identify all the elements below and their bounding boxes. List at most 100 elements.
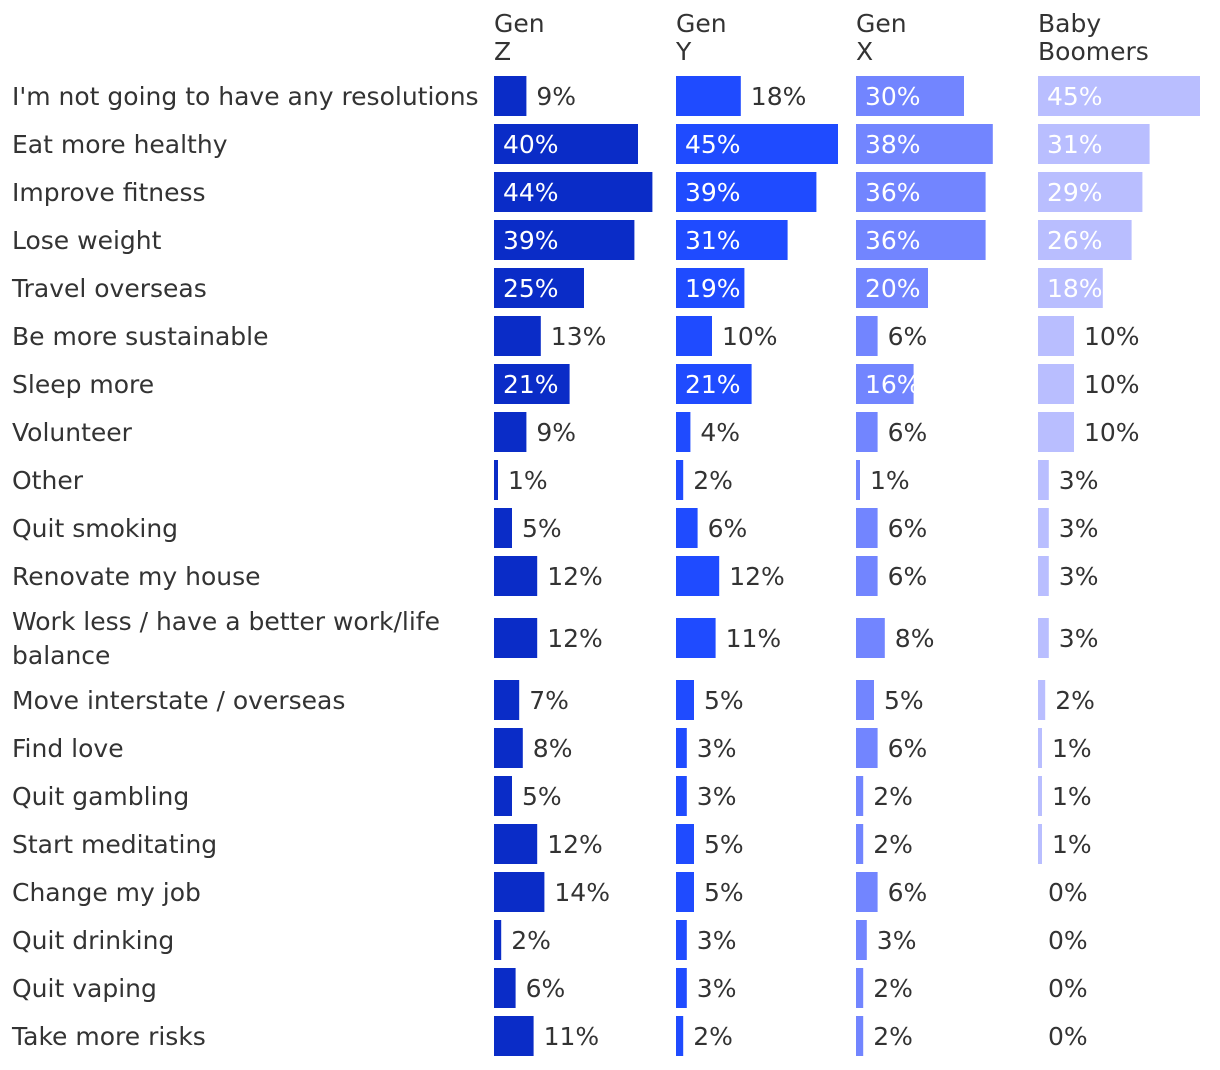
value-label-baby-boomers-3: 26%: [1047, 226, 1103, 255]
bar-gen-x-3: [856, 220, 986, 260]
bar-baby-boomers-8: [1038, 460, 1049, 500]
bar-gen-z-2: [494, 172, 653, 212]
value-label-gen-z-12: 7%: [529, 686, 569, 715]
series-header-baby-boomers: Baby Boomers: [1038, 9, 1149, 66]
bar-baby-boomers-2: [1038, 172, 1143, 212]
bar-gen-y-2: [676, 172, 817, 212]
bar-gen-x-11: [856, 618, 885, 658]
bar-gen-y-13: [676, 728, 687, 768]
bar-gen-z-7: [494, 412, 527, 452]
bar-gen-z-5: [494, 316, 541, 356]
value-label-gen-y-9: 6%: [708, 514, 748, 543]
value-label-gen-x-4: 20%: [865, 274, 921, 303]
bar-gen-x-7: [856, 412, 878, 452]
value-label-baby-boomers-11: 3%: [1059, 624, 1099, 653]
bar-gen-y-11: [676, 618, 716, 658]
value-label-gen-x-15: 2%: [873, 830, 913, 859]
bar-gen-x-12: [856, 680, 874, 720]
category-label-take-more-risks: Take more risks: [11, 1022, 206, 1051]
bar-gen-x-9: [856, 508, 878, 548]
bar-baby-boomers-15: [1038, 824, 1042, 864]
bar-gen-x-5: [856, 316, 878, 356]
value-label-gen-z-14: 5%: [522, 782, 562, 811]
bar-gen-y-1: [676, 124, 838, 164]
value-label-gen-y-7: 4%: [700, 418, 740, 447]
value-label-gen-y-19: 2%: [693, 1022, 733, 1051]
bar-baby-boomers-7: [1038, 412, 1074, 452]
category-label-change-my-job: Change my job: [12, 878, 201, 907]
value-label-gen-x-0: 30%: [865, 82, 921, 111]
value-label-gen-z-10: 12%: [547, 562, 603, 591]
bar-gen-x-6: [856, 364, 914, 404]
value-label-gen-x-10: 6%: [888, 562, 928, 591]
value-label-baby-boomers-17: 0%: [1048, 926, 1088, 955]
value-label-baby-boomers-0: 45%: [1047, 82, 1103, 111]
value-label-gen-z-17: 2%: [511, 926, 551, 955]
value-label-baby-boomers-12: 2%: [1055, 686, 1095, 715]
bar-gen-z-0: [494, 76, 527, 116]
value-label-gen-y-17: 3%: [697, 926, 737, 955]
bar-gen-z-10: [494, 556, 538, 596]
bar-gen-z-15: [494, 824, 538, 864]
value-label-gen-z-1: 40%: [503, 130, 559, 159]
category-label-volunteer: Volunteer: [12, 418, 133, 447]
value-label-gen-z-3: 39%: [503, 226, 559, 255]
value-label-baby-boomers-9: 3%: [1059, 514, 1099, 543]
value-label-gen-z-19: 11%: [544, 1022, 600, 1051]
category-label-lose-weight: Lose weight: [12, 226, 162, 255]
bar-baby-boomers-3: [1038, 220, 1132, 260]
bar-gen-y-7: [676, 412, 691, 452]
value-label-gen-z-5: 13%: [551, 322, 607, 351]
value-label-baby-boomers-19: 0%: [1048, 1022, 1088, 1051]
bar-baby-boomers-12: [1038, 680, 1046, 720]
value-label-gen-y-12: 5%: [704, 686, 744, 715]
value-label-gen-z-13: 8%: [533, 734, 573, 763]
bar-gen-z-19: [494, 1016, 534, 1056]
value-label-gen-y-4: 19%: [685, 274, 741, 303]
value-label-baby-boomers-8: 3%: [1059, 466, 1099, 495]
value-label-gen-y-6: 21%: [685, 370, 741, 399]
value-label-baby-boomers-15: 1%: [1052, 830, 1092, 859]
bar-gen-x-8: [856, 460, 860, 500]
bar-gen-y-17: [676, 920, 687, 960]
bar-gen-y-3: [676, 220, 788, 260]
value-label-gen-y-14: 3%: [697, 782, 737, 811]
bar-gen-z-3: [494, 220, 635, 260]
value-label-gen-z-9: 5%: [522, 514, 562, 543]
value-label-gen-y-3: 31%: [685, 226, 741, 255]
value-label-gen-y-16: 5%: [704, 878, 744, 907]
series-header-gen-z: Gen Z: [494, 9, 545, 66]
bar-gen-x-15: [856, 824, 864, 864]
bar-gen-y-8: [676, 460, 684, 500]
value-label-gen-x-14: 2%: [873, 782, 913, 811]
value-label-gen-z-4: 25%: [503, 274, 559, 303]
value-label-gen-x-17: 3%: [877, 926, 917, 955]
bar-gen-z-4: [494, 268, 584, 308]
bar-baby-boomers-11: [1038, 618, 1049, 658]
bar-baby-boomers-6: [1038, 364, 1074, 404]
value-label-gen-z-0: 9%: [536, 82, 576, 111]
value-label-gen-x-16: 6%: [888, 878, 928, 907]
bar-gen-y-5: [676, 316, 712, 356]
bar-gen-x-14: [856, 776, 864, 816]
series-header-gen-y: Gen Y: [675, 9, 727, 66]
category-label-quit-smoking: Quit smoking: [12, 514, 178, 543]
bar-baby-boomers-1: [1038, 124, 1150, 164]
bar-baby-boomers-9: [1038, 508, 1049, 548]
value-label-gen-z-7: 9%: [536, 418, 576, 447]
category-label-quit-gambling: Quit gambling: [12, 782, 189, 811]
value-label-gen-x-11: 8%: [895, 624, 935, 653]
value-label-gen-z-8: 1%: [508, 466, 548, 495]
bar-gen-x-0: [856, 76, 964, 116]
value-label-baby-boomers-7: 10%: [1084, 418, 1140, 447]
category-label-quit-vaping: Quit vaping: [12, 974, 157, 1003]
category-label-work-less-have-a-better-work-life-balance: Work less / have a better work/life balan…: [12, 607, 440, 670]
bar-gen-x-1: [856, 124, 993, 164]
bar-gen-y-6: [676, 364, 752, 404]
value-label-baby-boomers-13: 1%: [1052, 734, 1092, 763]
bar-gen-y-19: [676, 1016, 684, 1056]
bar-gen-y-15: [676, 824, 694, 864]
bar-gen-x-10: [856, 556, 878, 596]
value-label-gen-y-1: 45%: [685, 130, 741, 159]
